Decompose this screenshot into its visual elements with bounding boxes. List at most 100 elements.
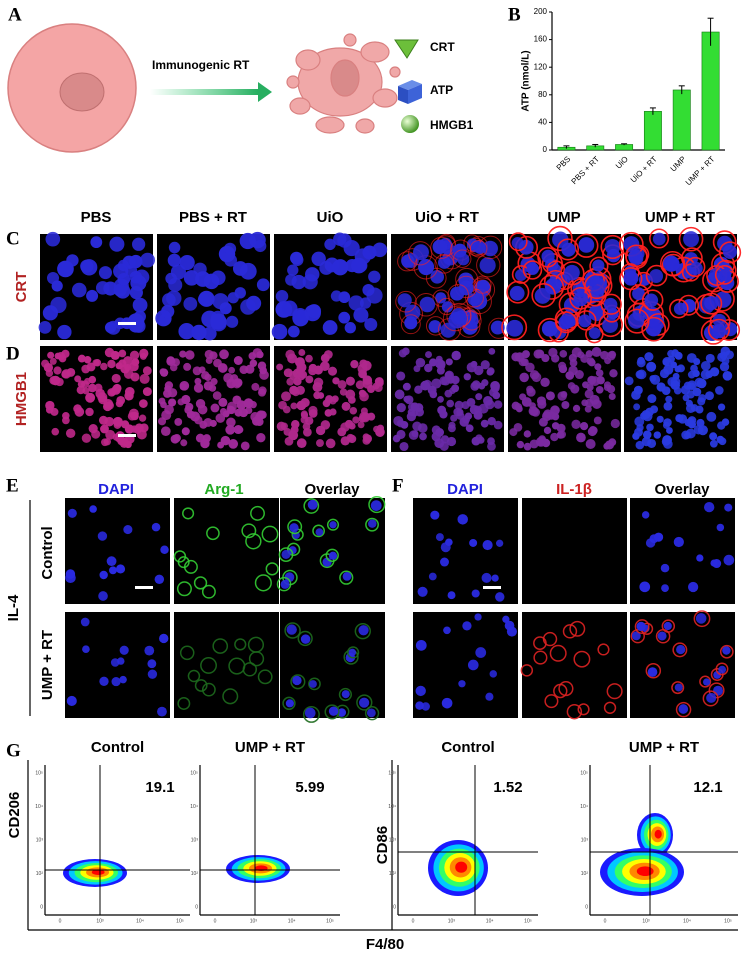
nucleus xyxy=(142,387,152,397)
column-header: DAPI xyxy=(447,481,483,498)
nucleus xyxy=(585,398,594,408)
nucleus xyxy=(110,658,120,667)
nucleus xyxy=(259,366,267,375)
nucleus xyxy=(480,419,489,428)
nucleus xyxy=(404,316,418,330)
nucleus xyxy=(485,692,494,701)
cell-stain xyxy=(600,293,622,315)
nucleus xyxy=(139,373,150,384)
nucleus xyxy=(77,354,86,363)
micrograph xyxy=(630,498,735,604)
nucleus xyxy=(256,278,270,292)
y-tick-label: 0 xyxy=(543,145,548,154)
x-axis-label: F4/80 xyxy=(366,936,404,953)
nucleus xyxy=(644,293,659,308)
nucleus xyxy=(451,350,461,361)
nucleus xyxy=(603,297,618,312)
nucleus xyxy=(414,403,424,413)
nucleus xyxy=(592,259,605,272)
cell-stain xyxy=(290,674,306,690)
nucleus xyxy=(130,425,138,433)
nucleus xyxy=(537,439,545,447)
nucleus xyxy=(712,313,727,328)
nucleus xyxy=(165,272,177,285)
cell-stain xyxy=(193,576,208,590)
nucleus xyxy=(302,274,318,290)
column-header: Overlay xyxy=(654,481,710,498)
nucleus xyxy=(682,394,690,402)
error-bar xyxy=(592,143,599,148)
nucleus xyxy=(119,645,129,655)
nucleus xyxy=(309,680,317,688)
micrograph xyxy=(618,226,742,345)
nucleus xyxy=(104,416,115,427)
panel-letter: G xyxy=(6,740,21,761)
nucleus xyxy=(296,400,307,411)
nucleus xyxy=(344,419,354,429)
nucleus xyxy=(285,274,297,286)
nucleus xyxy=(100,424,109,434)
nucleus xyxy=(45,400,55,411)
nucleus xyxy=(338,311,351,324)
nucleus xyxy=(51,427,60,436)
y-tick-label: 10² xyxy=(191,871,199,877)
arrow-label: Immunogenic RT xyxy=(152,58,250,72)
nucleus xyxy=(166,356,175,365)
nucleus xyxy=(374,383,383,392)
nucleus xyxy=(304,707,316,719)
x-tick-label: 0 xyxy=(412,918,415,924)
nucleus xyxy=(696,554,704,562)
nucleus xyxy=(652,232,666,246)
nucleus xyxy=(440,557,449,567)
nucleus xyxy=(80,259,94,273)
nucleus xyxy=(284,572,295,582)
column-header: PBS + RT xyxy=(179,209,247,226)
cell-stain xyxy=(549,644,567,662)
cell-stain xyxy=(179,645,195,661)
nucleus xyxy=(97,531,108,541)
nucleus xyxy=(158,397,166,405)
scale-bar xyxy=(118,434,136,437)
nucleus xyxy=(258,410,267,419)
nucleus xyxy=(342,571,352,581)
nucleus xyxy=(673,302,687,315)
cell-stain xyxy=(624,308,650,334)
cell-stain xyxy=(606,683,623,700)
nucleus xyxy=(174,418,183,426)
nucleus xyxy=(451,375,460,385)
y-tick-label: 10⁵ xyxy=(190,770,198,776)
cell-stain xyxy=(693,610,711,628)
nucleus xyxy=(109,236,125,252)
micrograph xyxy=(65,612,170,718)
nucleus xyxy=(276,363,284,371)
nucleus xyxy=(285,349,295,360)
nucleus xyxy=(85,407,94,417)
nucleus xyxy=(670,380,681,390)
nucleus xyxy=(542,411,552,422)
micrograph xyxy=(276,496,386,604)
y-tick-label: 200 xyxy=(534,7,548,16)
nucleus xyxy=(107,359,116,369)
nucleus xyxy=(697,425,708,436)
panel-letter: A xyxy=(8,4,22,25)
nucleus xyxy=(172,434,181,443)
nucleus xyxy=(696,418,705,428)
cell-stain xyxy=(669,298,689,319)
cell-stain xyxy=(200,656,217,674)
hmgb1-icon xyxy=(401,115,419,133)
nucleus xyxy=(107,388,116,397)
nucleus xyxy=(519,372,529,383)
nucleus xyxy=(437,395,444,403)
legend-label: CRT xyxy=(430,40,455,54)
dead-cell xyxy=(286,33,401,134)
nucleus xyxy=(168,398,177,407)
nucleus xyxy=(203,381,214,391)
scale-bar xyxy=(135,586,153,589)
nucleus xyxy=(122,356,133,366)
nucleus xyxy=(705,391,714,401)
error-bar xyxy=(649,107,656,115)
nucleus xyxy=(437,405,447,415)
y-axis-label: ATP (nmol/L) xyxy=(521,50,532,111)
cell-stain xyxy=(173,550,187,563)
legend-label: ATP xyxy=(430,83,453,97)
